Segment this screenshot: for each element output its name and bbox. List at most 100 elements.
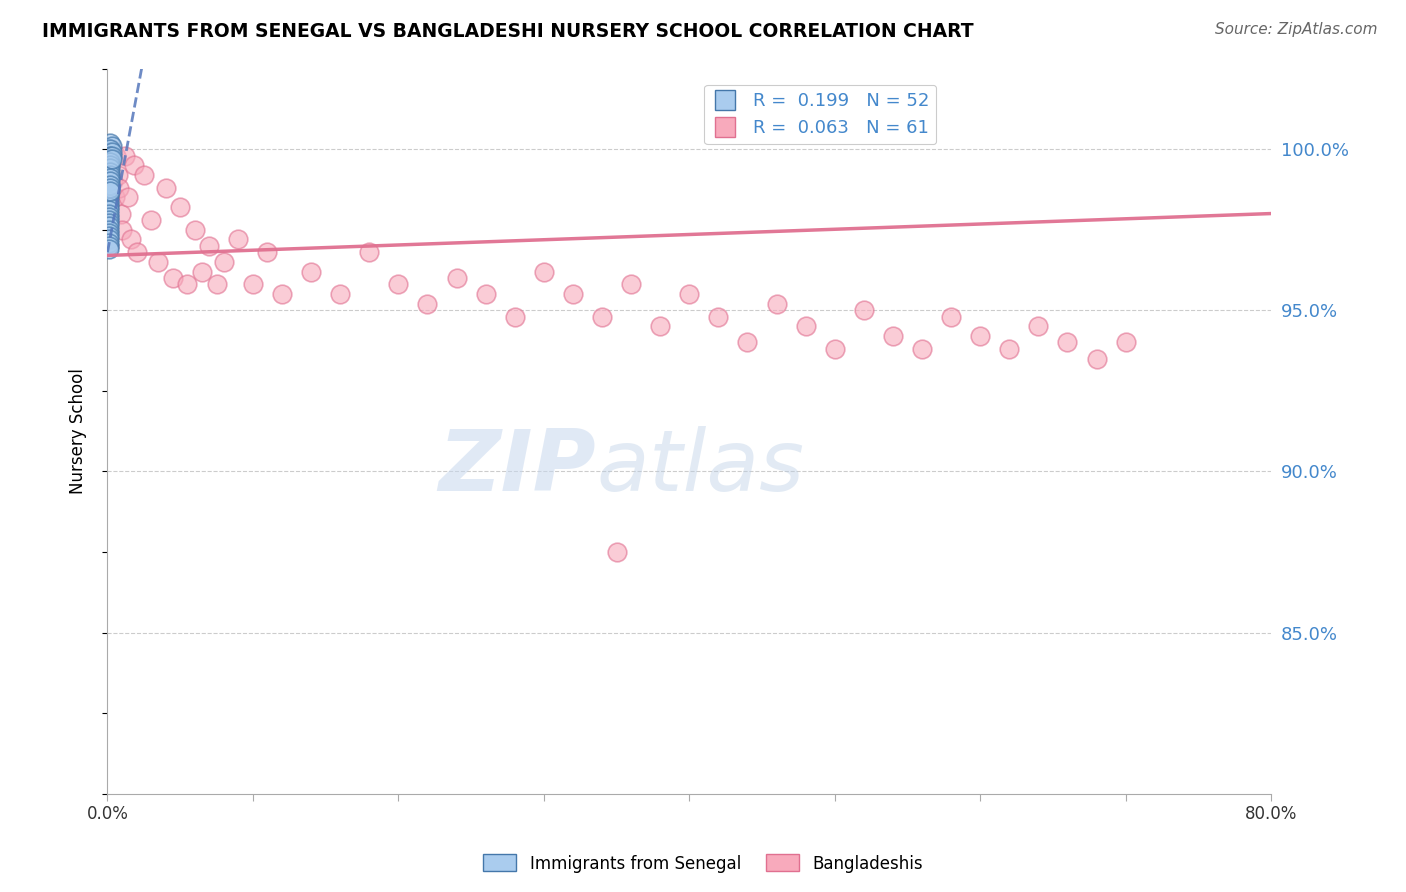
Point bbox=[97, 174, 120, 188]
Point bbox=[105, 148, 128, 162]
Point bbox=[97, 148, 120, 162]
Point bbox=[97, 171, 120, 186]
Point bbox=[120, 232, 142, 246]
Point bbox=[97, 197, 120, 211]
Point bbox=[97, 229, 120, 244]
Point bbox=[824, 342, 846, 356]
Point bbox=[97, 219, 120, 234]
Text: atlas: atlas bbox=[596, 425, 804, 508]
Point bbox=[100, 164, 122, 178]
Point bbox=[533, 264, 555, 278]
Point bbox=[114, 148, 136, 162]
Point bbox=[97, 152, 120, 166]
Point bbox=[1028, 319, 1050, 334]
Point bbox=[882, 329, 904, 343]
Point bbox=[794, 319, 817, 334]
Point bbox=[1056, 335, 1078, 350]
Point bbox=[97, 145, 120, 160]
Point bbox=[110, 206, 132, 220]
Point bbox=[97, 242, 120, 256]
Legend: Immigrants from Senegal, Bangladeshis: Immigrants from Senegal, Bangladeshis bbox=[477, 847, 929, 880]
Point bbox=[911, 342, 934, 356]
Text: IMMIGRANTS FROM SENEGAL VS BANGLADESHI NURSERY SCHOOL CORRELATION CHART: IMMIGRANTS FROM SENEGAL VS BANGLADESHI N… bbox=[42, 22, 974, 41]
Point bbox=[271, 287, 294, 301]
Point bbox=[100, 178, 122, 192]
Point bbox=[678, 287, 700, 301]
Point bbox=[256, 245, 278, 260]
Text: ZIP: ZIP bbox=[439, 425, 596, 508]
Point bbox=[176, 277, 198, 292]
Point bbox=[198, 239, 221, 253]
Point bbox=[416, 297, 439, 311]
Point bbox=[503, 310, 526, 324]
Point bbox=[100, 184, 122, 198]
Point bbox=[103, 174, 125, 188]
Point bbox=[101, 145, 124, 160]
Point bbox=[97, 210, 120, 224]
Point bbox=[1085, 351, 1108, 366]
Point bbox=[97, 178, 120, 192]
Point bbox=[97, 181, 120, 195]
Point bbox=[474, 287, 496, 301]
Point bbox=[100, 148, 122, 162]
Point bbox=[97, 194, 120, 208]
Point bbox=[97, 203, 120, 218]
Point bbox=[737, 335, 759, 350]
Point bbox=[205, 277, 228, 292]
Point bbox=[242, 277, 264, 292]
Point bbox=[852, 303, 875, 318]
Point bbox=[97, 168, 120, 182]
Point bbox=[191, 264, 214, 278]
Point bbox=[606, 545, 628, 559]
Point bbox=[148, 255, 170, 269]
Point bbox=[359, 245, 381, 260]
Text: Source: ZipAtlas.com: Source: ZipAtlas.com bbox=[1215, 22, 1378, 37]
Point bbox=[387, 277, 409, 292]
Point bbox=[97, 155, 120, 169]
Point bbox=[100, 136, 122, 150]
Point bbox=[100, 171, 122, 186]
Point bbox=[97, 239, 120, 253]
Point bbox=[97, 226, 120, 240]
Point bbox=[162, 271, 184, 285]
Point bbox=[97, 187, 120, 202]
Point bbox=[122, 158, 145, 172]
Point bbox=[561, 287, 583, 301]
Point bbox=[100, 152, 122, 166]
Point bbox=[125, 245, 148, 260]
Point bbox=[299, 264, 322, 278]
Point bbox=[184, 222, 207, 236]
Point bbox=[97, 213, 120, 227]
Point bbox=[101, 152, 124, 166]
Point bbox=[97, 164, 120, 178]
Point bbox=[97, 222, 120, 236]
Point bbox=[117, 190, 139, 204]
Point bbox=[100, 181, 122, 195]
Point bbox=[111, 222, 134, 236]
Point bbox=[939, 310, 962, 324]
Point bbox=[97, 155, 120, 169]
Point bbox=[228, 232, 250, 246]
Point bbox=[97, 190, 120, 204]
Point bbox=[620, 277, 643, 292]
Point bbox=[212, 255, 235, 269]
Point bbox=[97, 239, 120, 253]
Point bbox=[329, 287, 352, 301]
Point bbox=[97, 184, 120, 198]
Point bbox=[765, 297, 787, 311]
Point bbox=[107, 168, 129, 182]
Point bbox=[998, 342, 1021, 356]
Legend: R =  0.199   N = 52, R =  0.063   N = 61: R = 0.199 N = 52, R = 0.063 N = 61 bbox=[704, 85, 936, 145]
Point bbox=[155, 181, 177, 195]
Point bbox=[969, 329, 991, 343]
Point bbox=[132, 168, 155, 182]
Point bbox=[100, 142, 122, 156]
Point bbox=[591, 310, 613, 324]
Point bbox=[97, 206, 120, 220]
Point bbox=[100, 158, 122, 172]
Point bbox=[100, 161, 122, 176]
Point bbox=[108, 181, 131, 195]
Point bbox=[97, 200, 120, 214]
Point bbox=[100, 174, 122, 188]
Point bbox=[97, 152, 120, 166]
